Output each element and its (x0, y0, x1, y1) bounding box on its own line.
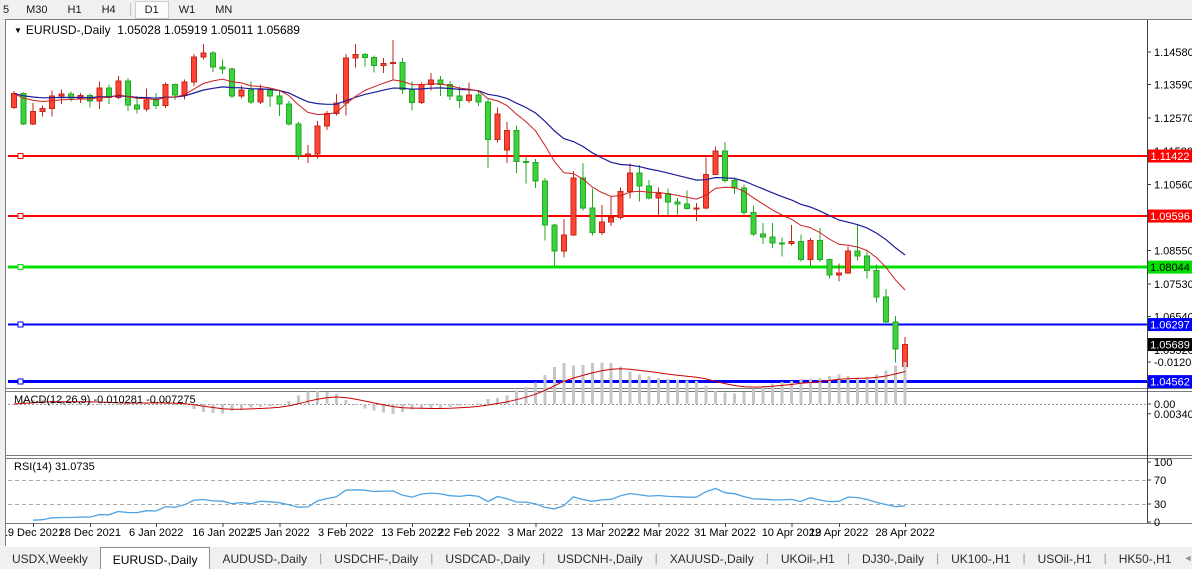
price-axis-labels: 1.11422 1.09596 1.08044 1.06297 1.04562 1.056… (1148, 149, 1192, 389)
svg-text:1.13590: 1.13590 (1154, 80, 1192, 92)
toolbar-separator (129, 3, 131, 16)
svg-text:13 Mar 2022: 13 Mar 2022 (571, 527, 633, 539)
svg-text:25 Jan 2022: 25 Jan 2022 (249, 527, 310, 539)
level-handle[interactable] (17, 264, 24, 271)
tab-separator: | (654, 551, 658, 565)
svg-text:10 Apr 2022: 10 Apr 2022 (762, 527, 821, 539)
svg-text:0.00: 0.00 (1154, 399, 1175, 411)
tf-button-h4[interactable]: H4 (101, 3, 116, 16)
svg-text:22 Feb 2022: 22 Feb 2022 (438, 527, 500, 539)
svg-text:1.06297: 1.06297 (1150, 320, 1190, 332)
svg-text:28 Dec 2021: 28 Dec 2021 (59, 527, 121, 539)
svg-text:13 Feb 2022: 13 Feb 2022 (381, 527, 443, 539)
tab-separator: | (765, 551, 769, 565)
level-handle[interactable] (17, 321, 24, 328)
svg-text:1.10560: 1.10560 (1154, 179, 1192, 191)
svg-text:1.08044: 1.08044 (1150, 262, 1190, 274)
svg-text:1.09596: 1.09596 (1150, 211, 1190, 223)
svg-text:31 Mar 2022: 31 Mar 2022 (694, 527, 756, 539)
svg-text:28 Apr 2022: 28 Apr 2022 (875, 527, 934, 539)
chart-symbol-label: EURUSD-,Daily (25, 23, 111, 37)
svg-text:0: 0 (1154, 517, 1160, 529)
svg-text:0.003408: 0.003408 (1154, 409, 1192, 421)
svg-text:1.08550: 1.08550 (1154, 245, 1192, 257)
svg-text:30: 30 (1154, 499, 1166, 511)
ohlc-open: 1.05028 (117, 23, 161, 37)
panel-frame (6, 20, 1192, 524)
tab-usdcad-daily[interactable]: USDCAD-,Daily (445, 552, 531, 566)
svg-text:3 Feb 2022: 3 Feb 2022 (318, 527, 374, 539)
svg-text:1.04562: 1.04562 (1150, 377, 1190, 389)
price-axis[interactable]: 1.145801.135901.125701.115801.105601.095… (1147, 47, 1192, 357)
svg-text:19 Apr 2022: 19 Apr 2022 (809, 527, 868, 539)
svg-text:1.07530: 1.07530 (1154, 279, 1192, 291)
tab-usoil-h1[interactable]: USOil-,H1 (1037, 552, 1092, 566)
svg-text:22 Mar 2022: 22 Mar 2022 (628, 527, 690, 539)
candles (11, 39, 909, 367)
svg-text:6 Jan 2022: 6 Jan 2022 (129, 527, 183, 539)
tab-usdcnh-daily[interactable]: USDCNH-,Daily (557, 552, 643, 566)
current-price-label (1148, 338, 1192, 352)
macd-label: MACD(12,26,9) -0.010281 -0.007275 (14, 394, 196, 406)
tf-button-5[interactable]: 5 (3, 3, 10, 16)
timeframe-toolbar: 5 M30 H1 H4 D1 W1 MN (0, 0, 1192, 20)
macd-panel: 0.0034080.00 -0.012058 (8, 357, 1192, 421)
tab-separator: | (1022, 551, 1026, 565)
ma-fast-line (13, 78, 906, 291)
svg-text:16 Jan 2022: 16 Jan 2022 (192, 527, 253, 539)
ma-slow-line (13, 86, 906, 256)
rsi-label: RSI(14) 31.0735 (14, 461, 95, 473)
level-handle[interactable] (17, 213, 24, 220)
symbol-tabbar: USDX,Weekly EURUSD-,Daily AUDUSD-,Daily | US… (0, 546, 1192, 569)
tab-audusd-daily[interactable]: AUDUSD-,Daily (222, 552, 308, 566)
level-handle[interactable] (17, 378, 24, 385)
tf-button-d1[interactable]: D1 (134, 0, 169, 19)
tf-button-m30[interactable]: M30 (26, 3, 48, 16)
ohlc-low: 1.05011 (210, 23, 254, 37)
tf-button-w1[interactable]: W1 (178, 3, 196, 16)
chart-canvas[interactable]: 1.145801.135901.125701.115801.105601.095… (6, 20, 1192, 546)
chart-window: 1.145801.135901.125701.115801.105601.095… (5, 19, 1192, 546)
svg-text:3 Mar 2022: 3 Mar 2022 (508, 527, 564, 539)
level-handle[interactable] (17, 153, 24, 159)
tab-separator: | (936, 551, 940, 565)
tab-separator: | (846, 551, 850, 565)
tab-usdchf-daily[interactable]: USDCHF-,Daily (334, 552, 419, 566)
chart-title: ▼ EURUSD-,Daily 1.05028 1.05919 1.05011 1… (14, 23, 300, 37)
rsi-panel: 100 70 30 0 (8, 457, 1172, 529)
svg-text:100: 100 (1154, 457, 1172, 469)
chart-dropdown-icon[interactable]: ▼ (14, 26, 22, 35)
svg-text:1.12570: 1.12570 (1154, 113, 1192, 125)
tab-separator: | (1103, 551, 1107, 565)
ohlc-close: 1.05689 (256, 23, 300, 37)
tf-button-h1[interactable]: H1 (67, 3, 82, 16)
svg-text:-0.012058: -0.012058 (1154, 357, 1192, 369)
tab-scroll-arrows: ◄► (1183, 547, 1192, 569)
tab-uk100-h1[interactable]: UK100-,H1 (951, 552, 1011, 566)
tab-separator: | (542, 551, 546, 565)
rsi-line (32, 487, 906, 521)
tab-eurusd-daily[interactable]: EURUSD-,Daily (99, 547, 211, 569)
tab-scroll-left-icon[interactable]: ◄ (1183, 552, 1192, 563)
svg-text:70: 70 (1154, 475, 1166, 487)
svg-text:1.14580: 1.14580 (1154, 47, 1192, 59)
svg-text:19 Dec 2021: 19 Dec 2021 (6, 527, 64, 539)
tab-separator: | (430, 551, 434, 565)
tab-ukoil-h1[interactable]: UKOil-,H1 (780, 552, 835, 566)
svg-text:1.11422: 1.11422 (1151, 151, 1190, 163)
tab-dj30-daily[interactable]: DJ30-,Daily (861, 552, 924, 566)
macd-signal-line (13, 368, 906, 410)
ohlc-high: 1.05919 (164, 23, 208, 37)
svg-text:1.05689: 1.05689 (1150, 340, 1190, 352)
tab-xauusd-daily[interactable]: XAUUSD-,Daily (669, 552, 754, 566)
tab-usdx-weekly[interactable]: USDX,Weekly (12, 552, 88, 566)
support-resistance-lines[interactable] (8, 153, 1147, 385)
tf-button-mn[interactable]: MN (215, 3, 233, 16)
tab-hk50-h1[interactable]: HK50-,H1 (1118, 552, 1172, 566)
tab-separator: | (319, 551, 323, 565)
